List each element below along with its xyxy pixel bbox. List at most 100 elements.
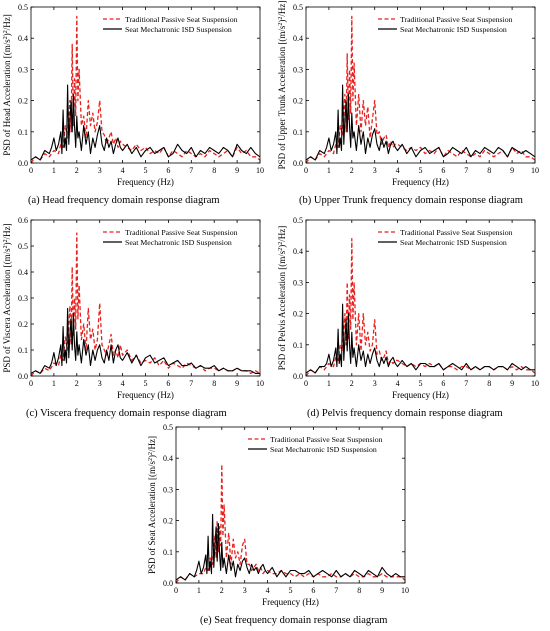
chart-caption-d: (d) Pelvis frequency domain response dia… [307, 408, 503, 419]
y-tick-label: 0.0 [293, 159, 303, 168]
x-tick-label: 5 [419, 166, 423, 175]
chart-panel-d: 0 1 2 3 4 5 6 7 8 9 10 0.0 0.1 0.2 0.3 0.4 0.5 Frequency … [275, 213, 550, 406]
x-tick-label: 7 [464, 379, 468, 388]
y-tick-label: 0.5 [293, 3, 303, 12]
x-tick-label: 7 [189, 379, 193, 388]
x-axis-label: Frequency (Hz) [262, 597, 319, 607]
x-tick-label: 2 [75, 379, 79, 388]
x-tick-label: 1 [52, 379, 56, 388]
y-tick-label: 0.3 [293, 278, 303, 287]
x-tick-label: 3 [98, 379, 102, 388]
x-tick-label: 8 [487, 166, 491, 175]
chart-svg-d: 0 1 2 3 4 5 6 7 8 9 10 0.0 0.1 0.2 0.3 0.4 0.5 Frequency … [277, 216, 539, 400]
x-tick-label: 8 [212, 379, 216, 388]
y-tick-label: 0.1 [18, 128, 28, 137]
y-tick-label: 0.4 [18, 268, 28, 277]
y-tick-label: 0.4 [293, 34, 303, 43]
x-tick-label: 0 [29, 166, 33, 175]
y-tick-label: 0.6 [18, 216, 28, 225]
legend-label-isd: Seat Mechatronic ISD Suspension [125, 238, 232, 247]
y-tick-label: 0.2 [18, 320, 28, 329]
y-tick-label: 0.1 [293, 341, 303, 350]
y-tick-label: 0.5 [163, 423, 173, 432]
x-tick-label: 4 [121, 379, 125, 388]
x-tick-label: 1 [197, 586, 201, 595]
x-tick-label: 3 [98, 166, 102, 175]
series-line-isd [305, 303, 535, 374]
x-tick-label: 10 [256, 166, 264, 175]
x-tick-label: 0 [304, 166, 308, 175]
y-tick-label: 0.4 [293, 247, 303, 256]
y-tick-label: 0.5 [18, 3, 28, 12]
legend-label-traditional: Traditional Passive Seat Suspension [125, 228, 238, 237]
x-tick-label: 0 [29, 379, 33, 388]
x-tick-label: 8 [487, 379, 491, 388]
legend: Traditional Passive Seat SuspensionSeat … [375, 11, 533, 36]
y-tick-label: 0.3 [18, 294, 28, 303]
x-tick-label: 9 [380, 586, 384, 595]
x-tick-label: 9 [235, 379, 239, 388]
chart-panel-b: 0 1 2 3 4 5 6 7 8 9 10 0.0 0.1 0.2 0.3 0.4 0.5 Frequency … [275, 0, 550, 193]
y-tick-label: 0.4 [163, 454, 173, 463]
x-tick-label: 0 [304, 379, 308, 388]
chart-caption-e: (e) Seat frequency domain response diagr… [200, 615, 388, 626]
legend: Traditional Passive Seat SuspensionSeat … [245, 431, 403, 456]
legend-label-traditional: Traditional Passive Seat Suspension [400, 228, 513, 237]
chart-panel-c: 0 1 2 3 4 5 6 7 8 9 10 0.0 0.1 0.2 0.3 0.4 0.5 0.6 Frequen… [0, 213, 275, 406]
y-tick-label: 0.1 [293, 128, 303, 137]
x-tick-label: 9 [510, 166, 514, 175]
series-line-isd [30, 307, 260, 374]
y-tick-label: 0.2 [18, 97, 28, 106]
y-tick-label: 0.1 [18, 346, 28, 355]
x-tick-label: 10 [401, 586, 409, 595]
x-tick-label: 3 [373, 379, 377, 388]
y-tick-label: 0.0 [18, 159, 28, 168]
chart-panel-a: 0 1 2 3 4 5 6 7 8 9 10 0.0 0.1 0.2 0.3 0.4 0.5 Frequency … [0, 0, 275, 193]
y-tick-label: 0.3 [163, 485, 173, 494]
legend: Traditional Passive Seat SuspensionSeat … [100, 11, 258, 36]
y-axis-label: PSD of Upper Trunk Acceleration [(m/s2)2… [277, 1, 287, 170]
y-tick-label: 0.2 [293, 310, 303, 319]
series-line-isd [305, 84, 536, 161]
y-tick-label: 0.5 [18, 242, 28, 251]
series-line-traditional [175, 463, 406, 584]
x-tick-label: 4 [396, 379, 400, 388]
chart-svg-a: 0 1 2 3 4 5 6 7 8 9 10 0.0 0.1 0.2 0.3 0.4 0.5 Frequency … [2, 3, 264, 187]
legend-box [375, 11, 533, 36]
y-axis-label: PSD of Viscera Acceleration [(m/s2)2/Hz] [2, 223, 12, 372]
legend-label-traditional: Traditional Passive Seat Suspension [400, 15, 513, 24]
x-tick-label: 5 [289, 586, 293, 595]
x-tick-label: 0 [174, 586, 178, 595]
legend: Traditional Passive Seat SuspensionSeat … [100, 224, 258, 249]
legend: Traditional Passive Seat SuspensionSeat … [375, 224, 533, 249]
x-tick-label: 10 [531, 166, 539, 175]
x-tick-label: 2 [220, 586, 224, 595]
legend-label-traditional: Traditional Passive Seat Suspension [125, 15, 238, 24]
x-tick-label: 6 [441, 379, 445, 388]
legend-label-isd: Seat Mechatronic ISD Suspension [270, 445, 377, 454]
y-tick-label: 0.2 [293, 97, 303, 106]
x-tick-label: 10 [256, 379, 264, 388]
x-tick-label: 7 [464, 166, 468, 175]
x-tick-label: 6 [166, 166, 170, 175]
x-tick-label: 8 [212, 166, 216, 175]
legend-label-isd: Seat Mechatronic ISD Suspension [400, 25, 507, 34]
x-tick-label: 5 [144, 166, 148, 175]
y-tick-label: 0.3 [293, 65, 303, 74]
chart-svg-b: 0 1 2 3 4 5 6 7 8 9 10 0.0 0.1 0.2 0.3 0.4 0.5 Frequency … [277, 1, 539, 187]
legend-box [375, 224, 533, 249]
legend-label-isd: Seat Mechatronic ISD Suspension [400, 238, 507, 247]
x-tick-label: 4 [266, 586, 270, 595]
x-tick-label: 10 [531, 379, 539, 388]
chart-panel-e: 0 1 2 3 4 5 6 7 8 9 10 0.0 0.1 0.2 0.3 0.4 0.5 Frequency … [145, 420, 420, 613]
x-tick-label: 7 [189, 166, 193, 175]
y-tick-label: 0.2 [163, 517, 173, 526]
x-tick-label: 4 [121, 166, 125, 175]
x-tick-label: 9 [510, 379, 514, 388]
x-tick-label: 3 [373, 166, 377, 175]
chart-caption-a: (a) Head frequency domain response diagr… [28, 195, 220, 206]
y-tick-label: 0.1 [163, 548, 173, 557]
chart-caption-b: (b) Upper Trunk frequency domain respons… [299, 195, 523, 206]
x-tick-label: 6 [441, 166, 445, 175]
x-tick-label: 4 [396, 166, 400, 175]
